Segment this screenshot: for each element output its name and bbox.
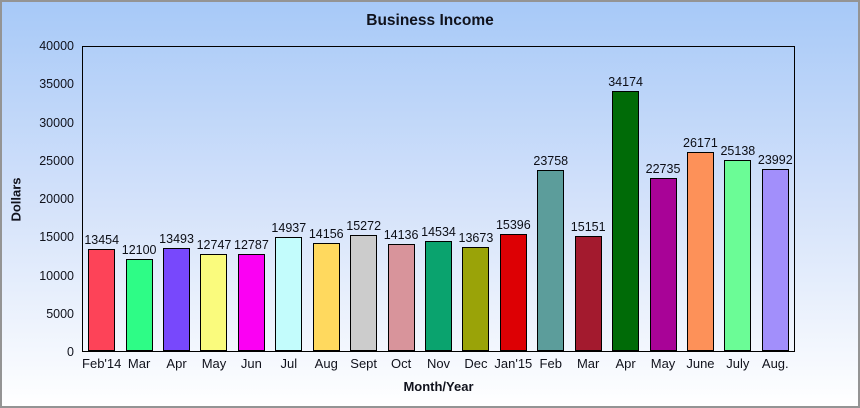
y-tick-label: 30000	[39, 115, 74, 130]
y-tick-label: 10000	[39, 268, 74, 283]
bar-value-label: 23992	[757, 153, 793, 167]
bar-value-label: 25138	[720, 144, 756, 158]
x-tick-label: May	[650, 356, 676, 371]
bar-value-label: 14156	[308, 227, 344, 241]
bar-value-label: 15396	[495, 218, 531, 232]
x-tick-label: Apr	[615, 356, 636, 371]
bar-Aug	[313, 243, 340, 351]
x-tick-label: May	[201, 356, 227, 371]
x-tick-label: Apr	[166, 356, 187, 371]
y-tick-label: 35000	[39, 77, 74, 92]
x-tick-label: Oct	[390, 356, 412, 371]
x-tick-label: Jul	[280, 356, 298, 371]
bar-Jan'15	[500, 234, 527, 351]
bar-June	[687, 152, 714, 351]
bar-Feb	[537, 170, 564, 351]
bar-Oct	[388, 244, 415, 351]
bar-value-label: 13493	[159, 232, 194, 246]
y-tick-label: 5000	[46, 306, 74, 321]
bar-Apr	[163, 248, 190, 351]
x-tick-label: Aug	[314, 356, 338, 371]
bar-May	[200, 254, 227, 351]
bar-July	[724, 160, 751, 351]
bar-Jun	[238, 254, 265, 351]
x-tick-label: Mar	[127, 356, 151, 371]
plot-area: 13454 12100 13493 12747 12787 14937 14156 15272…	[82, 46, 795, 352]
y-tick-label: 15000	[39, 230, 74, 245]
chart-title: Business Income	[366, 12, 494, 29]
bar-Apr	[612, 91, 639, 351]
bar-Mar	[126, 259, 153, 351]
bar-value-label: 14534	[421, 225, 456, 239]
bar-Nov	[425, 241, 452, 351]
bar-value-label: 12787	[234, 238, 269, 252]
bar-value-label: 15272	[346, 219, 382, 233]
bar-Feb'14	[88, 249, 115, 351]
bar-value-label: 22735	[645, 162, 681, 176]
x-tick-label: Jun	[240, 356, 262, 371]
x-axis-ticks: Feb'14 Mar Apr May Jun Jul Aug Sept Oct Nov Dec Jan…	[82, 356, 795, 374]
bar-value-label: 26171	[683, 136, 718, 150]
bar-Sept	[350, 235, 377, 351]
x-tick-label: Sept	[350, 356, 378, 371]
x-tick-label: July	[726, 356, 750, 371]
bar-value-label: 13454	[84, 233, 120, 247]
bar-Dec	[462, 247, 489, 351]
y-tick-label: 40000	[39, 39, 74, 53]
bar-value-label: 14136	[383, 228, 419, 242]
bar-Mar	[575, 236, 602, 351]
x-axis-title: Month/Year	[403, 379, 474, 394]
bar-May	[650, 178, 677, 351]
bar-value-label: 12747	[196, 238, 232, 252]
bar-value-label: 14937	[271, 221, 307, 235]
x-tick-label: Mar	[576, 356, 600, 371]
bar-value-label: 34174	[608, 75, 643, 89]
x-tick-label: Nov	[426, 356, 451, 371]
bar-Jul	[275, 237, 302, 351]
x-tick-label: Aug.	[761, 356, 789, 371]
bar-value-label: 13673	[458, 231, 494, 245]
x-tick-label: Feb	[539, 356, 562, 371]
bar-value-label: 23758	[533, 154, 569, 168]
x-tick-label: Jan'15	[494, 356, 533, 371]
y-tick-label: 0	[67, 345, 74, 359]
y-tick-label: 25000	[39, 153, 74, 168]
x-tick-label: Dec	[464, 356, 488, 371]
x-tick-label: June	[686, 356, 715, 371]
y-axis-ticks: 0 5000 10000 15000 20000 25000 30000 35000 40000	[2, 39, 74, 359]
bar-Aug.	[762, 169, 789, 351]
x-tick-label: Feb'14	[82, 356, 122, 371]
y-tick-label: 20000	[39, 192, 74, 206]
bar-value-label: 12100	[121, 243, 157, 257]
bar-value-label: 15151	[570, 220, 606, 234]
